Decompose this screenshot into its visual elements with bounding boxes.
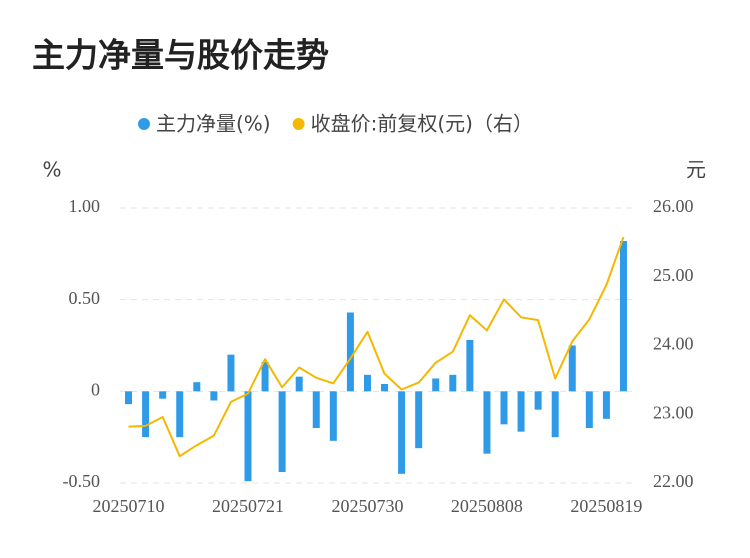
y-tick-label: 0 [91, 379, 100, 399]
bar [466, 340, 474, 392]
y2-unit: 元 [686, 158, 706, 182]
bar [193, 382, 201, 392]
bar [227, 354, 235, 392]
bar [500, 391, 508, 425]
y2-tick-label: 25.00 [653, 265, 694, 285]
y-tick-label: 0.50 [69, 288, 101, 308]
x-tick-label: 20250730 [331, 496, 403, 516]
x-tick-label: 20250808 [451, 496, 523, 516]
bar [585, 391, 593, 428]
bar [142, 391, 150, 438]
bar [381, 384, 389, 392]
y-unit: % [42, 158, 61, 182]
bar [363, 374, 371, 392]
bar [483, 391, 491, 454]
bar [125, 391, 133, 405]
bar [261, 362, 269, 392]
legend-label: 主力净量(%) [156, 112, 271, 136]
bar [176, 391, 184, 438]
bar [210, 391, 218, 401]
legend-label: 收盘价:前复权(元)（右） [311, 112, 533, 136]
bar [432, 378, 440, 392]
price-line [128, 236, 625, 458]
bar [329, 391, 337, 441]
x-tick-label: 20250721 [212, 496, 284, 516]
y2-tick-label: 26.00 [653, 196, 694, 216]
bar [312, 391, 320, 428]
legend-marker [292, 118, 305, 130]
bar [415, 391, 423, 449]
bar [278, 391, 286, 472]
bar [295, 376, 303, 392]
chart-title: 主力净量与股价走势 [32, 36, 329, 75]
y-tick-label: 1.00 [69, 196, 101, 216]
legend-marker [138, 118, 150, 130]
y2-tick-label: 23.00 [653, 402, 694, 422]
x-tick-label: 20250710 [93, 496, 165, 516]
bar [398, 391, 406, 474]
y2-tick-label: 24.00 [653, 334, 694, 354]
bar [244, 391, 252, 482]
bar [517, 391, 525, 432]
y-tick-label: -0.50 [63, 471, 101, 491]
bar [534, 391, 542, 410]
bar [159, 391, 167, 399]
y2-tick-label: 22.00 [653, 471, 694, 491]
bar [619, 241, 627, 392]
x-tick-label: 20250819 [570, 496, 642, 516]
bar [568, 345, 576, 392]
bar [551, 391, 559, 438]
legend: 主力净量(%) 收盘价:前复权(元)（右） [138, 112, 533, 136]
bar [346, 312, 354, 392]
bar [449, 374, 457, 392]
bar [602, 391, 610, 419]
